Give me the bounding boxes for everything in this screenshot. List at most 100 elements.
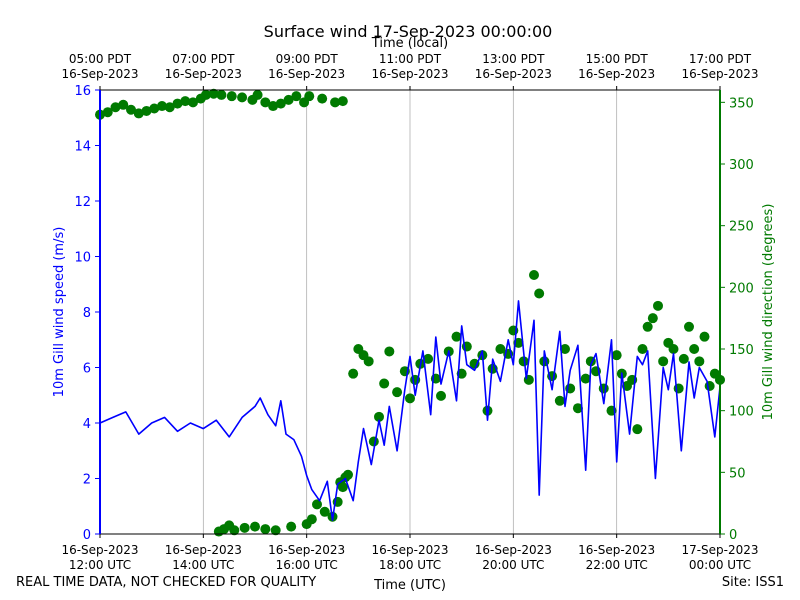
y2-tick-label: 150: [729, 343, 754, 358]
speed-line: [99, 300, 721, 521]
bottom-tick-label-date: 16-Sep-2023: [268, 543, 345, 557]
direction-point: [684, 321, 694, 332]
y-tick-label: 0: [83, 528, 91, 543]
y2-tick-label: 300: [729, 158, 754, 173]
y2-tick-label: 100: [729, 405, 754, 420]
bottom-tick-label-date: 16-Sep-2023: [371, 543, 448, 557]
wind-direction-series: [95, 88, 725, 537]
direction-point: [534, 288, 545, 299]
direction-point: [200, 89, 211, 100]
top-tick-label-time: 11:00 PDT: [379, 52, 442, 66]
direction-point: [554, 395, 565, 406]
bottom-tick-label-date: 17-Sep-2023: [681, 543, 758, 557]
top-tick-label-time: 07:00 PDT: [172, 52, 235, 66]
y-tick-label: 14: [74, 140, 91, 155]
direction-point: [405, 393, 415, 404]
direction-point: [229, 525, 240, 536]
y-tick-label: 6: [83, 362, 91, 377]
direction-point: [141, 105, 152, 116]
direction-point: [306, 514, 317, 525]
top-tick-label-time: 09:00 PDT: [276, 52, 339, 66]
direction-point: [188, 97, 198, 108]
y2-tick-label: 350: [729, 96, 754, 111]
direction-point: [637, 344, 648, 354]
direction-point: [653, 300, 663, 311]
direction-point: [668, 344, 679, 354]
direction-point: [102, 107, 113, 118]
direction-point: [678, 353, 689, 364]
y2-tick-label: 50: [729, 466, 746, 481]
top-tick-label-date: 16-Sep-2023: [268, 67, 345, 81]
direction-point: [304, 91, 315, 102]
bottom-tick-label-date: 16-Sep-2023: [578, 543, 655, 557]
y-tick-label: 16: [74, 84, 91, 99]
direction-point: [319, 506, 330, 517]
bottom-tick-label-time: 14:00 UTC: [172, 558, 234, 572]
y-tick-label: 12: [74, 195, 91, 210]
direction-point: [283, 94, 294, 105]
bottom-tick-label-time: 00:00 UTC: [689, 558, 751, 572]
y-tick-label: 2: [83, 473, 91, 488]
direction-point: [699, 331, 710, 342]
direction-point: [704, 381, 715, 391]
direction-point: [673, 383, 684, 394]
direction-point: [363, 356, 374, 367]
direction-point: [580, 373, 591, 384]
bottom-tick-label-time: 18:00 UTC: [379, 558, 441, 572]
direction-point: [110, 102, 121, 113]
direction-point: [250, 521, 260, 532]
direction-point: [164, 102, 175, 113]
direction-point: [239, 522, 250, 533]
direction-point: [529, 270, 539, 280]
direction-point: [689, 344, 700, 354]
left-axis-ticks: 0 2 4 6 8 10 12 14 16: [74, 84, 100, 543]
direction-point: [157, 101, 167, 112]
y2-axis-label: 10m Gill wind direction (degrees): [761, 204, 776, 421]
bottom-tick-label-time: 16:00 UTC: [276, 558, 338, 572]
direction-point: [436, 390, 446, 401]
direction-point: [694, 356, 705, 367]
direction-point: [560, 344, 570, 354]
direction-point: [286, 521, 297, 532]
direction-point: [337, 96, 348, 107]
direction-point: [317, 93, 328, 104]
direction-point: [451, 331, 462, 342]
direction-point: [368, 436, 379, 447]
direction-point: [632, 424, 643, 435]
direction-point: [260, 524, 271, 535]
top-tick-label-time: 17:00 PDT: [689, 52, 752, 66]
y2-tick-label: 250: [729, 220, 754, 235]
direction-point: [260, 97, 271, 108]
bottom-tick-label-date: 16-Sep-2023: [61, 543, 138, 557]
top-tick-label-date: 16-Sep-2023: [165, 67, 242, 81]
chart-title: Surface wind 17-Sep-2023 00:00:00: [264, 22, 553, 41]
top-tick-label-time: 13:00 PDT: [482, 52, 545, 66]
top-tick-label-date: 16-Sep-2023: [371, 67, 448, 81]
direction-point: [374, 411, 384, 422]
direction-point: [208, 88, 219, 99]
grid-lines: [202, 90, 618, 534]
direction-point: [172, 98, 183, 109]
direction-point: [469, 358, 480, 369]
direction-point: [642, 321, 653, 332]
direction-point: [572, 403, 583, 414]
direction-point: [379, 378, 390, 389]
y-tick-label: 8: [83, 306, 91, 321]
top-tick-label-date: 16-Sep-2023: [681, 67, 758, 81]
y2-tick-label: 200: [729, 281, 754, 296]
footer-site: Site: ISS1: [721, 575, 784, 590]
direction-point: [149, 103, 160, 114]
footer-disclaimer: REAL TIME DATA, NOT CHECKED FOR QUALITY: [16, 575, 317, 590]
direction-point: [348, 368, 359, 379]
direction-point: [237, 92, 248, 103]
direction-point: [611, 350, 622, 361]
y-tick-label: 10: [74, 251, 91, 266]
y-tick-label: 4: [83, 417, 91, 432]
direction-point: [384, 346, 395, 357]
top-tick-label-time: 05:00 PDT: [69, 52, 132, 66]
top-tick-label-time: 15:00 PDT: [586, 52, 649, 66]
direction-point: [291, 91, 302, 102]
direction-point: [312, 499, 322, 510]
direction-point: [118, 99, 129, 110]
